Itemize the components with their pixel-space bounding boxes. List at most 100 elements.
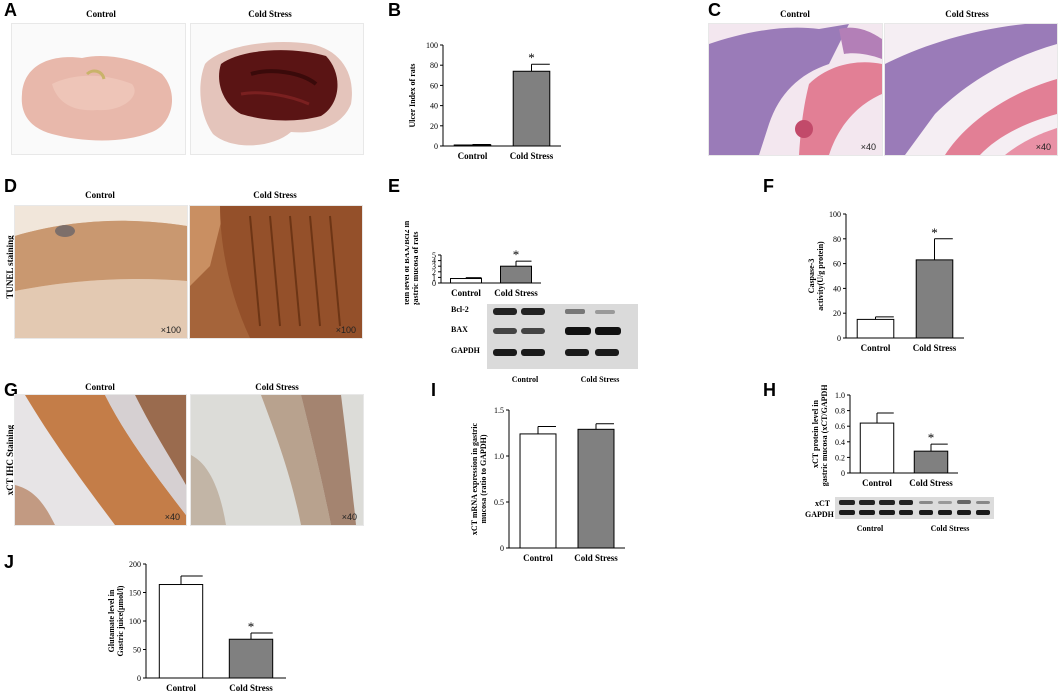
- control-xct-ihc-image: ×40: [14, 394, 187, 526]
- y-tick-label: 20: [833, 309, 841, 318]
- y-tick-label: 60: [430, 81, 438, 90]
- panel-h-blot-stress: Cold Stress: [930, 524, 970, 533]
- panel-g-stress-caption: Cold Stress: [255, 382, 299, 392]
- cold-stress-he-histology-image: ×40: [884, 23, 1058, 156]
- panel-c-control-caption: Control: [780, 9, 810, 19]
- panel-g-stress-magnification: ×40: [341, 512, 357, 522]
- panel-e-western-blot: [487, 304, 638, 369]
- cold-stress-xct-ihc-image: ×40: [190, 394, 364, 526]
- control-bar: [450, 278, 482, 284]
- y-axis-label: Protein level of BAX/Bcl2 ingastric muco…: [405, 220, 420, 305]
- control-stomach-photo: [11, 23, 186, 155]
- panel-d-control-magnification: ×100: [160, 325, 181, 335]
- chart-h: 0 0.2 0.4 0.6 0.8 1.0 xCT protein level ingast…: [811, 385, 958, 488]
- panel-d-control-caption: Control: [85, 190, 115, 200]
- cold-stress-bar: [228, 638, 274, 679]
- control-bar: [158, 584, 204, 679]
- cold-stress-bar: [500, 265, 532, 284]
- x-category-label: Cold Stress: [229, 683, 273, 693]
- y-tick-label: 0.6: [835, 422, 845, 431]
- y-tick-label: 20: [430, 122, 438, 131]
- control-he-histology-image: ×40: [708, 23, 883, 156]
- blot-label-bcl2: Bcl-2: [451, 305, 469, 314]
- x-category-label: Cold Stress: [574, 553, 618, 563]
- y-tick-label: 40: [430, 102, 438, 111]
- blot-label-gapdh-e: GAPDH: [451, 346, 480, 355]
- panel-letter-j: J: [4, 552, 15, 572]
- y-tick-label: 0: [500, 544, 504, 553]
- y-tick-label: 200: [129, 560, 141, 569]
- y-tick-label: 60: [833, 260, 841, 269]
- panel-letter-f: F: [763, 176, 774, 196]
- panel-a-control-caption: Control: [86, 9, 116, 19]
- control-bar: [856, 318, 895, 339]
- chart-i: 0 0.5 1.0 1.5 xCT mRNA expression in gastric…: [470, 406, 625, 563]
- y-tick-label: 100: [829, 210, 841, 219]
- significance-star: *: [928, 430, 935, 445]
- cold-stress-bar: [915, 259, 954, 339]
- x-category-label: Control: [166, 683, 196, 693]
- panel-g-control-magnification: ×40: [164, 512, 180, 522]
- y-axis-label: xCT mRNA expression in gastricmucosa (ra…: [470, 422, 488, 535]
- significance-star: *: [513, 247, 520, 262]
- y-tick-label: 100: [426, 41, 438, 50]
- panel-d-stress-caption: Cold Stress: [253, 190, 297, 200]
- panel-c-stress-caption: Cold Stress: [945, 9, 989, 19]
- cold-stress-tunel-image: ×100: [189, 205, 363, 339]
- y-tick-label: 150: [129, 589, 141, 598]
- chart-f: 0 20 40 60 80 100 Caspase-3activity(U/g protei…: [807, 210, 964, 353]
- panel-e-blot-stress: Cold Stress: [580, 375, 620, 384]
- x-category-label: Cold Stress: [510, 151, 554, 161]
- y-tick-label: 1.0: [835, 391, 845, 400]
- control-bar: [859, 422, 895, 474]
- y-axis-label: Glutamate level inGastric juice(μmol/l): [107, 585, 125, 656]
- x-category-label: Cold Stress: [909, 478, 953, 488]
- x-category-label: Control: [861, 343, 891, 353]
- panel-c-stress-magnification: ×40: [1035, 142, 1051, 152]
- y-tick-label: 0: [432, 279, 436, 288]
- chart-j: 0 50 100 150 200 Glutamate level inGastric ju…: [107, 560, 286, 693]
- y-tick-label: 0: [837, 334, 841, 343]
- y-axis-label: Ulcer Index of rats: [408, 63, 417, 127]
- y-tick-label: 80: [833, 235, 841, 244]
- blot-label-bax: BAX: [451, 325, 468, 334]
- panel-a-stress-caption: Cold Stress: [248, 9, 292, 19]
- control-tunel-image: ×100: [14, 205, 188, 339]
- panel-e-blot-control: Control: [511, 375, 539, 384]
- blot-label-gapdh-h: GAPDH: [805, 510, 834, 519]
- y-axis-label: Caspase-3activity(U/g protein): [807, 241, 825, 311]
- y-axis-label: xCT protein level ingastric mucosa (xCT/…: [811, 385, 829, 486]
- x-category-label: Control: [862, 478, 892, 488]
- chart-b: 0 20 40 60 80 100 Ulcer Index of rats Control * C…: [408, 41, 561, 161]
- y-tick-label: 4: [432, 257, 436, 266]
- significance-star: *: [931, 225, 938, 240]
- panel-g-control-caption: Control: [85, 382, 115, 392]
- panel-d-stress-magnification: ×100: [335, 325, 356, 335]
- panel-c-control-magnification: ×40: [860, 142, 876, 152]
- panel-letter-i: I: [431, 380, 437, 400]
- panel-h-western-blot: [835, 497, 994, 519]
- panel-letter-d: D: [4, 176, 17, 196]
- y-tick-label: 100: [129, 617, 141, 626]
- y-tick-label: 50: [133, 646, 141, 655]
- cold-stress-bar: [577, 428, 615, 549]
- x-category-label: Cold Stress: [494, 288, 538, 298]
- x-category-label: Control: [523, 553, 553, 563]
- cold-stress-bar: [512, 70, 551, 147]
- significance-star: *: [528, 50, 535, 65]
- y-tick-label: 0.5: [494, 498, 504, 507]
- y-tick-label: 5: [432, 251, 436, 260]
- y-tick-label: 3: [432, 262, 436, 271]
- panel-letter-a: A: [4, 0, 17, 20]
- x-category-label: Control: [458, 151, 488, 161]
- y-tick-label: 2: [432, 268, 436, 277]
- cold-stress-stomach-photo: [190, 23, 364, 155]
- y-tick-label: 1.5: [494, 406, 504, 415]
- significance-star: *: [248, 619, 255, 634]
- y-tick-label: 0: [841, 469, 845, 478]
- panel-letter-e: E: [388, 176, 401, 196]
- y-tick-label: 0.2: [835, 453, 845, 462]
- panel-letter-c: C: [708, 0, 721, 20]
- y-tick-label: 40: [833, 284, 841, 293]
